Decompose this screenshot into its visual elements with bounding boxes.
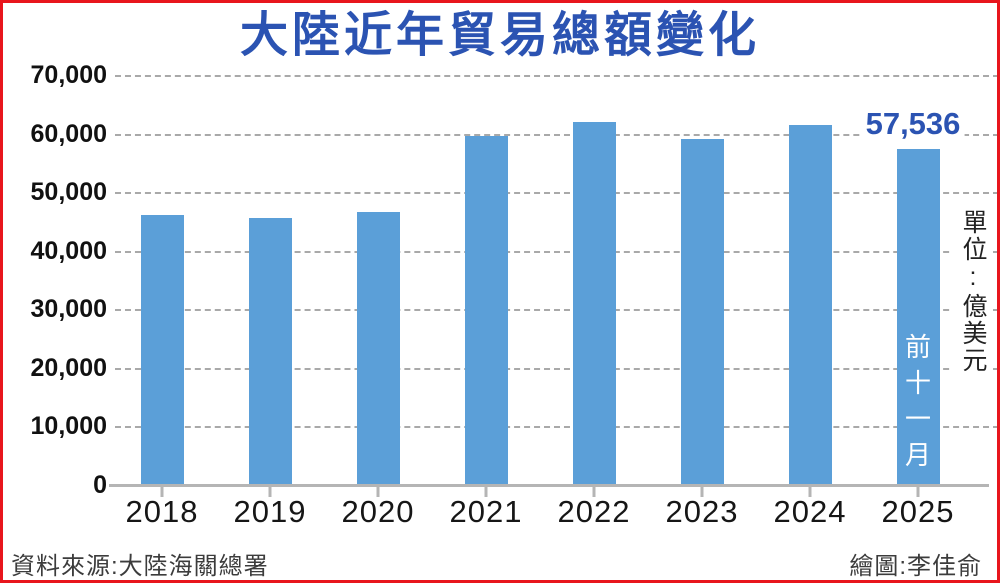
y-tick-label-70000: 70,000 xyxy=(30,60,107,89)
x-tick-label-2020: 2020 xyxy=(341,494,415,529)
bar-2024 xyxy=(788,125,832,486)
bar-2019 xyxy=(248,218,292,486)
x-tick-2021 xyxy=(484,486,488,497)
x-tick-label-2022: 2022 xyxy=(557,494,631,529)
y-tick-label-20000: 20,000 xyxy=(30,353,107,382)
unit-label: 單位:億美元 xyxy=(953,205,993,378)
source-credit: 資料來源:大陸海關總署 xyxy=(11,553,269,580)
x-tick-2018 xyxy=(160,486,164,497)
bar-2018 xyxy=(140,215,184,486)
illustrator-credit: 繪圖:李佳俞 xyxy=(849,553,982,580)
x-tick-label-2019: 2019 xyxy=(233,494,307,529)
x-tick-2024 xyxy=(808,486,812,497)
gridline-60000 xyxy=(115,133,997,136)
data-label-2025: 57,536 xyxy=(861,106,965,142)
bar-2023 xyxy=(680,139,724,486)
y-axis-labels: 70,000 60,000 50,000 40,000 30,000 20,000 10,0… xyxy=(3,61,107,499)
y-tick-label-10000: 10,000 xyxy=(30,412,107,441)
x-tick-label-2024: 2024 xyxy=(773,494,847,529)
x-tick-label-2025: 2025 xyxy=(881,494,955,529)
gridline-50000 xyxy=(115,192,997,195)
gridline-20000 xyxy=(115,367,997,370)
x-tick-2023 xyxy=(700,486,704,497)
bar-2025 xyxy=(896,149,940,486)
gridlines-layer xyxy=(115,75,997,486)
y-tick-label-50000: 50,000 xyxy=(30,178,107,207)
bar-2020 xyxy=(356,212,400,486)
gridline-40000 xyxy=(115,250,997,253)
x-tick-label-2018: 2018 xyxy=(125,494,199,529)
x-tick-2020 xyxy=(376,486,380,497)
bars-layer: 2018 2019 2020 2021 2022 2023 2024 2025 xyxy=(113,76,953,529)
x-tick-label-2023: 2023 xyxy=(665,494,739,529)
x-tick-2025 xyxy=(916,486,920,497)
gridline-30000 xyxy=(115,309,997,312)
gridline-70000 xyxy=(115,75,997,77)
x-tick-2019 xyxy=(268,486,272,497)
bar-2021 xyxy=(464,136,508,486)
x-tick-2022 xyxy=(592,486,596,497)
x-tick-label-2021: 2021 xyxy=(449,494,523,529)
bar-2022 xyxy=(572,122,616,486)
x-axis-line xyxy=(109,484,989,487)
chart-title: 大陸近年貿易總額變化 xyxy=(239,9,760,62)
y-tick-label-30000: 30,000 xyxy=(30,295,107,324)
y-tick-label-60000: 60,000 xyxy=(30,119,107,148)
gridline-10000 xyxy=(115,426,997,429)
bar-note-2025: 前十一月 xyxy=(901,333,932,477)
y-tick-label-0: 0 xyxy=(93,470,107,499)
y-tick-label-40000: 40,000 xyxy=(30,236,107,265)
